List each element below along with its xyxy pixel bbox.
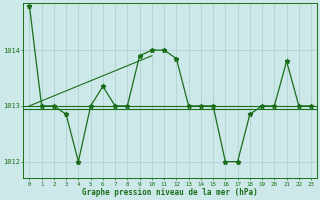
X-axis label: Graphe pression niveau de la mer (hPa): Graphe pression niveau de la mer (hPa) — [82, 188, 258, 197]
